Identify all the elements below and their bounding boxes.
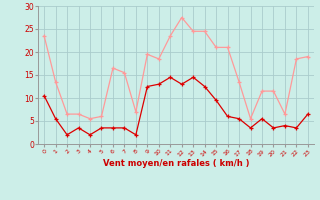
X-axis label: Vent moyen/en rafales ( km/h ): Vent moyen/en rafales ( km/h ) bbox=[103, 159, 249, 168]
